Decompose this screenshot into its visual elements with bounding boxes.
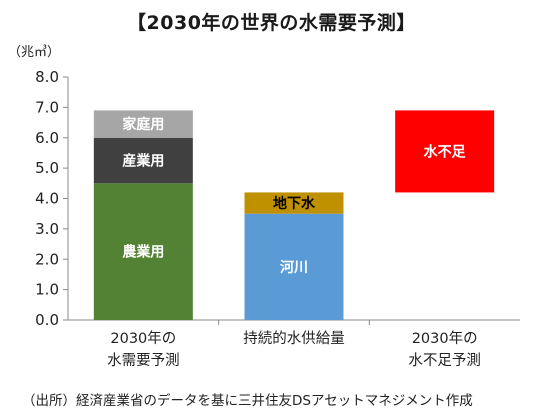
y-tick-label: 6.0 bbox=[35, 129, 59, 147]
category-label: 2030年の bbox=[412, 330, 478, 347]
y-tick-label: 0.0 bbox=[35, 311, 59, 329]
chart-title: 【2030年の世界の水需要予測】 bbox=[127, 12, 416, 34]
y-tick-label: 7.0 bbox=[35, 98, 59, 116]
y-tick-label: 2.0 bbox=[35, 250, 59, 268]
source-note: （出所）経済産業省のデータを基に三井住友DSアセットマネジメント作成 bbox=[22, 393, 473, 409]
segment-label: 地下水 bbox=[273, 195, 316, 212]
y-unit-label: （兆㎥） bbox=[8, 45, 60, 60]
y-tick-label: 1.0 bbox=[35, 281, 59, 299]
segment-label: 水不足 bbox=[424, 143, 467, 160]
bar-segment bbox=[93, 183, 193, 320]
bar-segment bbox=[244, 192, 344, 214]
y-tick-label: 3.0 bbox=[35, 220, 59, 238]
segment-label: 産業用 bbox=[122, 153, 164, 170]
category-label: 水需要予測 bbox=[107, 352, 180, 369]
segment-label: 農業用 bbox=[122, 244, 164, 261]
bar-segment bbox=[244, 213, 344, 320]
y-tick-label: 4.0 bbox=[35, 190, 59, 208]
y-tick-label: 5.0 bbox=[35, 159, 59, 177]
segment-label: 河川 bbox=[280, 259, 308, 276]
segment-label: 家庭用 bbox=[122, 116, 164, 133]
category-label: 水不足予測 bbox=[408, 352, 481, 369]
category-label: 2030年の bbox=[110, 330, 176, 347]
category-label: 持続的水供給量 bbox=[243, 330, 345, 347]
y-tick-label: 8.0 bbox=[35, 68, 59, 86]
bar-segment bbox=[93, 137, 193, 184]
bar-segment bbox=[93, 110, 193, 138]
bar-segment bbox=[395, 110, 495, 193]
